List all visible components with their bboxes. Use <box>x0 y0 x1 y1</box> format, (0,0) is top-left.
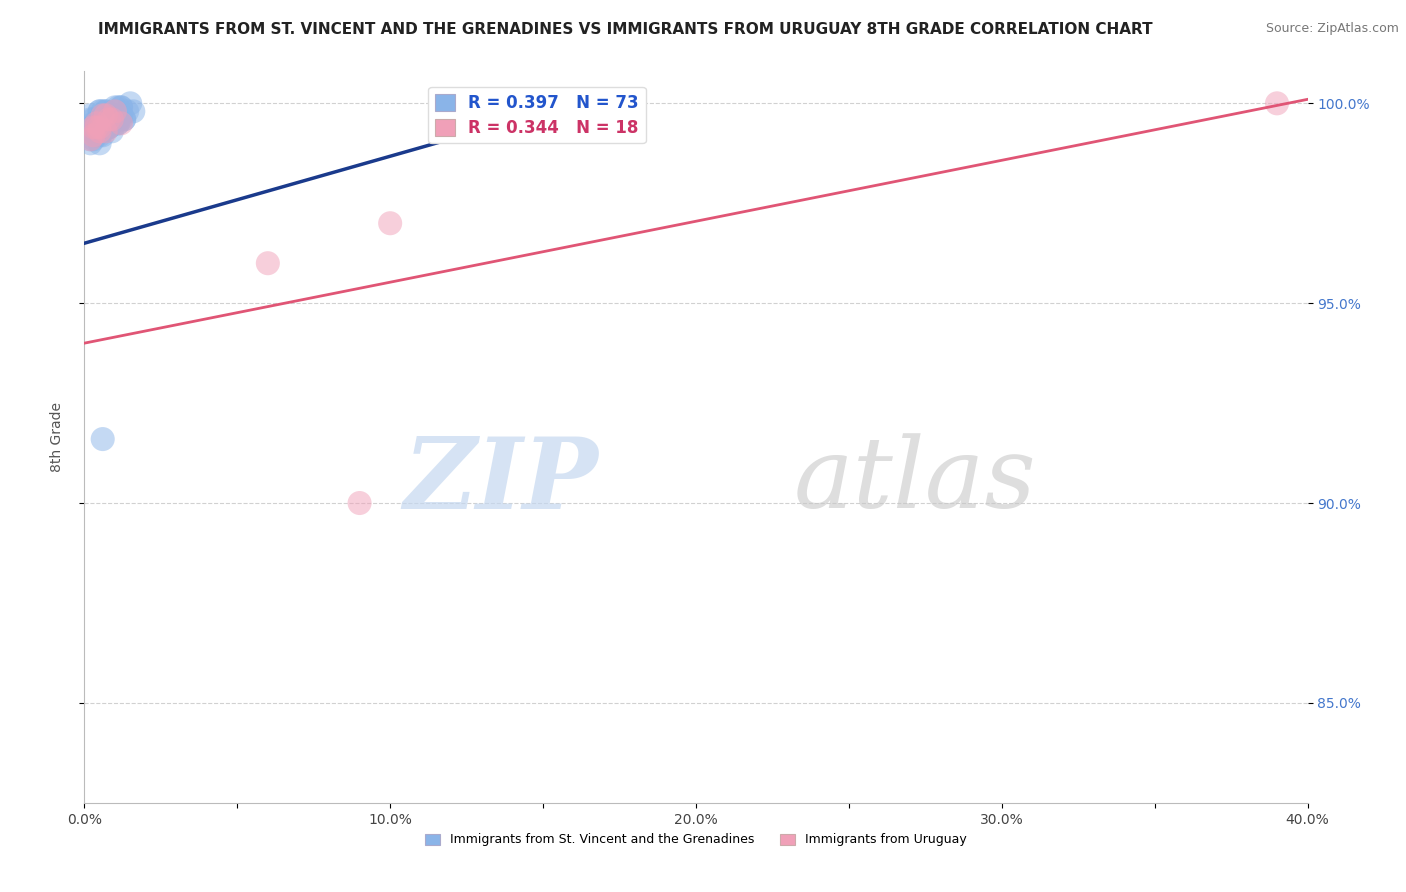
Point <box>83 128 105 143</box>
Point <box>94 112 117 127</box>
Point <box>79 108 101 122</box>
Point <box>89 104 111 119</box>
Point <box>89 120 111 135</box>
Point <box>107 116 129 130</box>
Point <box>89 112 111 127</box>
Text: atlas: atlas <box>794 434 1036 529</box>
Point <box>79 132 101 146</box>
Point <box>349 496 371 510</box>
Text: Source: ZipAtlas.com: Source: ZipAtlas.com <box>1265 22 1399 36</box>
Point <box>97 108 120 122</box>
Point <box>101 112 124 127</box>
Text: ZIP: ZIP <box>404 433 598 529</box>
Point <box>91 432 114 446</box>
Point <box>97 108 120 122</box>
Point <box>107 116 129 130</box>
Point <box>94 120 117 135</box>
Point <box>94 104 117 119</box>
Point <box>91 112 114 127</box>
Point <box>94 124 117 138</box>
Point <box>83 116 105 130</box>
Point <box>101 124 124 138</box>
Point <box>89 120 111 135</box>
Point <box>89 120 111 135</box>
Point <box>97 120 120 135</box>
Point <box>97 108 120 122</box>
Point <box>83 120 105 135</box>
Point <box>94 116 117 130</box>
Point <box>104 100 127 114</box>
Point <box>104 112 127 127</box>
Point <box>94 104 117 119</box>
Point <box>94 108 117 122</box>
Point <box>110 108 132 122</box>
Point <box>83 112 105 127</box>
Point <box>79 120 101 135</box>
Point <box>91 124 114 138</box>
Point <box>107 112 129 127</box>
Point <box>110 112 132 127</box>
Point <box>89 136 111 151</box>
Point <box>120 96 142 111</box>
Point <box>97 120 120 135</box>
Point <box>91 104 114 119</box>
Point <box>112 112 135 127</box>
Point <box>115 104 138 119</box>
Point <box>79 112 101 127</box>
Point <box>91 108 114 122</box>
Point <box>89 104 111 119</box>
Point <box>112 112 135 127</box>
Point <box>110 116 132 130</box>
Legend: Immigrants from St. Vincent and the Grenadines, Immigrants from Uruguay: Immigrants from St. Vincent and the Gren… <box>420 829 972 851</box>
Point <box>104 104 127 119</box>
Point <box>101 108 124 122</box>
Point <box>257 256 280 270</box>
Point <box>122 104 145 119</box>
Y-axis label: 8th Grade: 8th Grade <box>49 402 63 472</box>
Point <box>107 108 129 122</box>
Point <box>86 116 108 130</box>
Point <box>91 124 114 138</box>
Text: IMMIGRANTS FROM ST. VINCENT AND THE GRENADINES VS IMMIGRANTS FROM URUGUAY 8TH GR: IMMIGRANTS FROM ST. VINCENT AND THE GREN… <box>98 22 1153 37</box>
Point <box>104 104 127 119</box>
Point <box>97 108 120 122</box>
Point <box>83 128 105 143</box>
Point <box>83 124 105 138</box>
Point <box>380 216 402 230</box>
Point <box>110 100 132 114</box>
Point <box>104 108 127 122</box>
Point <box>101 112 124 127</box>
Point <box>89 124 111 138</box>
Point <box>86 128 108 143</box>
Point <box>97 120 120 135</box>
Point <box>89 128 111 143</box>
Point <box>91 112 114 127</box>
Point <box>94 116 117 130</box>
Point <box>104 116 127 130</box>
Point <box>83 124 105 138</box>
Point <box>79 132 101 146</box>
Point <box>94 120 117 135</box>
Point <box>86 124 108 138</box>
Point <box>86 120 108 135</box>
Point <box>91 128 114 143</box>
Point <box>86 116 108 130</box>
Point <box>83 132 105 146</box>
Point <box>101 108 124 122</box>
Point <box>101 116 124 130</box>
Point <box>110 100 132 114</box>
Point <box>83 120 105 135</box>
Point <box>86 116 108 130</box>
Point <box>79 136 101 151</box>
Point <box>101 116 124 130</box>
Point <box>1265 96 1288 111</box>
Point <box>86 124 108 138</box>
Point <box>97 112 120 127</box>
Point <box>101 108 124 122</box>
Point <box>107 100 129 114</box>
Point <box>86 120 108 135</box>
Point <box>91 116 114 130</box>
